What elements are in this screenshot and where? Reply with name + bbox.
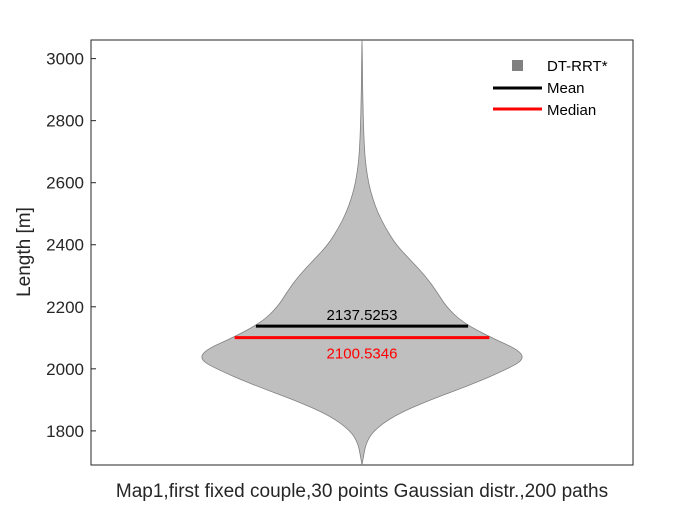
legend-marker-dt-rrt	[512, 60, 523, 71]
violin-layer	[201, 39, 523, 466]
stats-layer: 2137.5253 2100.5346	[234, 307, 490, 363]
y-axis-title: Length [m]	[14, 207, 35, 297]
y-tick-label: 1800	[46, 422, 84, 441]
legend-label-dt-rrt: DT-RRT*	[547, 58, 608, 75]
legend-label-median: Median	[547, 102, 596, 119]
y-tick-label: 2200	[46, 298, 84, 317]
x-axis-title: Map1,first fixed couple,30 points Gaussi…	[116, 481, 608, 502]
y-axis-ticks: 1800 2000 2200 2400 2600 2800 3000	[46, 50, 96, 441]
median-value-label: 2100.5346	[327, 346, 398, 363]
y-tick-label: 2800	[46, 112, 84, 131]
y-tick-label: 2600	[46, 174, 84, 193]
y-tick-label: 2400	[46, 236, 84, 255]
legend: DT-RRT* Mean Median	[493, 58, 608, 119]
y-tick-label: 2000	[46, 360, 84, 379]
y-tick-label: 3000	[46, 50, 84, 69]
legend-label-mean: Mean	[547, 80, 585, 97]
mean-value-label: 2137.5253	[327, 307, 398, 324]
violin-body-dt-rrt	[201, 39, 523, 466]
